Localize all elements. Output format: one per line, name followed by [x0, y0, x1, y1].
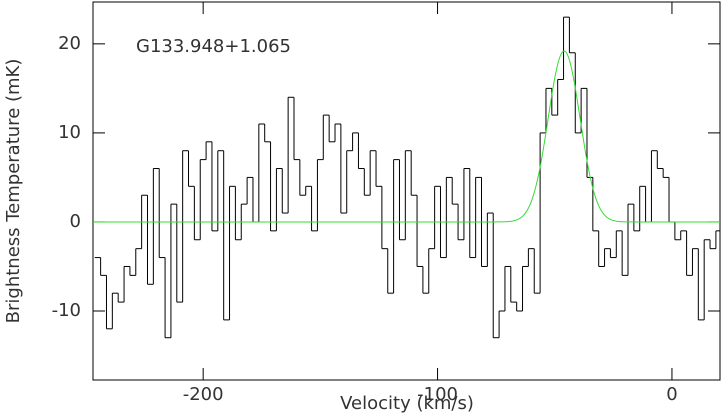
x-tick-label: -200	[183, 384, 224, 405]
gaussian-fit	[93, 50, 720, 223]
x-tick-label: 0	[666, 384, 677, 405]
y-tick-label: 10	[58, 122, 81, 143]
x-tick-label: -100	[417, 384, 458, 405]
plot-frame	[92, 1, 721, 381]
y-axis-label: Brightness Temperature (mK)	[3, 59, 24, 324]
y-tick-label: 0	[70, 211, 81, 232]
y-tick-label: -10	[52, 300, 81, 321]
step-risers	[100, 17, 717, 338]
y-tick-label: 20	[58, 33, 81, 54]
annotation: G133.948+1.065	[136, 36, 291, 57]
x-axis-label: Velocity (km/s)	[340, 393, 474, 414]
